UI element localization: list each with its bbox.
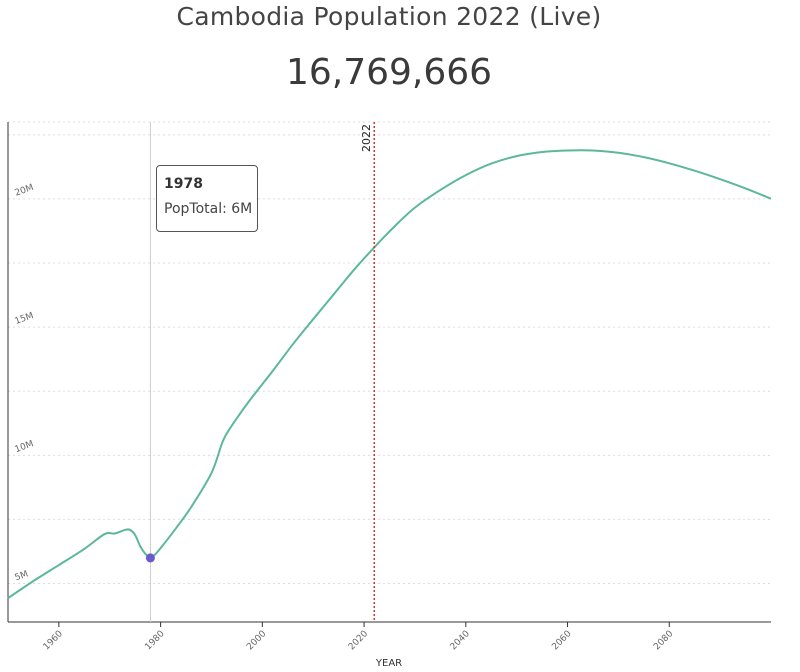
current-year-marker: 2022 bbox=[360, 122, 375, 622]
x-tick-label: 1980 bbox=[143, 629, 166, 652]
data-tooltip: 1978 PopTotal: 6M bbox=[156, 165, 258, 232]
population-line bbox=[7, 149, 772, 599]
live-population-counter: 16,769,666 bbox=[285, 52, 493, 93]
x-tick-label: 2000 bbox=[245, 629, 268, 652]
hover-layer bbox=[145, 122, 155, 622]
y-tick-label: 10M bbox=[14, 439, 35, 455]
tooltip-year: 1978 bbox=[164, 176, 203, 192]
grid-lines bbox=[8, 121, 771, 585]
x-axis-title: YEAR bbox=[375, 658, 402, 669]
x-tick-label: 2060 bbox=[550, 629, 573, 652]
hover-point bbox=[145, 553, 155, 563]
y-tick-label: 15M bbox=[14, 311, 35, 327]
y-tick-label: 20M bbox=[14, 183, 35, 199]
tooltip-series-label: PopTotal: bbox=[164, 201, 227, 217]
x-tick-label: 1960 bbox=[42, 629, 65, 652]
tooltip-value: PopTotal: 6M bbox=[164, 201, 257, 217]
x-tick-label: 2080 bbox=[652, 629, 675, 652]
series-layer bbox=[7, 149, 772, 599]
x-tick-label: 2040 bbox=[449, 629, 472, 652]
axes: 5M 10M 15M 20M 1960 1980 2000 2020 2040 2060 2080 bbox=[7, 122, 771, 652]
tooltip-series-value: 6M bbox=[231, 201, 253, 217]
current-year-label: 2022 bbox=[360, 124, 373, 152]
x-tick-label: 2020 bbox=[347, 629, 370, 652]
page-title: Cambodia Population 2022 (Live) bbox=[176, 2, 602, 31]
y-tick-label: 5M bbox=[14, 569, 30, 583]
